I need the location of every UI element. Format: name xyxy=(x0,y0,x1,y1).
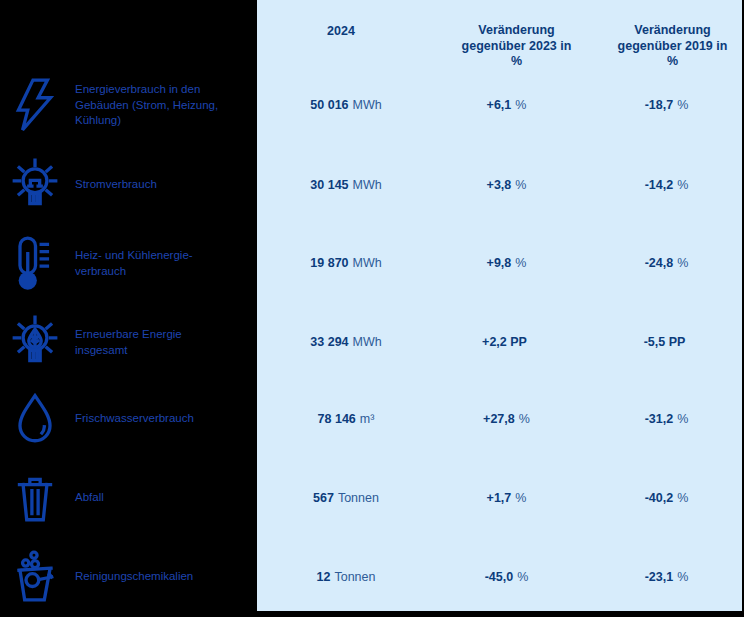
cleaning-bucket-icon xyxy=(6,548,64,606)
change-vs-2023: +9,8% xyxy=(429,256,584,270)
change-vs-2023: +2,2 PP xyxy=(429,335,584,349)
thermometer-icon xyxy=(6,234,64,292)
water-drop-icon xyxy=(6,390,64,448)
trash-can-icon xyxy=(6,469,64,527)
change-vs-2019: -18,7% xyxy=(589,98,744,112)
value-2024: 12Tonnen xyxy=(266,570,426,584)
change-vs-2023: -45,0% xyxy=(429,570,584,584)
table-row: Erneuerbare Energie insgesamt 33 294MWh … xyxy=(0,303,744,381)
lightning-bolt-icon xyxy=(6,76,64,134)
value-2024: 19 870MWh xyxy=(266,256,426,270)
value-2024: 78 146m³ xyxy=(266,412,426,426)
row-label: Erneuerbare Energie insgesamt xyxy=(75,327,227,358)
change-vs-2023: +6,1% xyxy=(429,98,584,112)
change-vs-2023: +1,7% xyxy=(429,491,584,505)
value-2024: 30 145MWh xyxy=(266,178,426,192)
column-header-change-2019: Veränderung gegenüber 2019 in % xyxy=(590,23,744,70)
header-line: 2024 xyxy=(261,24,421,40)
header-line: gegenüber 2023 in xyxy=(434,39,599,55)
change-vs-2019: -31,2% xyxy=(589,412,744,426)
row-label: Heiz- und Kühlenergie-verbrauch xyxy=(75,248,227,279)
eco-bulb-icon xyxy=(6,313,64,371)
table-row: Frischwasserverbrauch 78 146m³ +27,8% -3… xyxy=(0,380,744,458)
column-header-change-2023: Veränderung gegenüber 2023 in % xyxy=(434,23,599,70)
change-vs-2019: -40,2% xyxy=(589,491,744,505)
change-vs-2019: -5,5 PP xyxy=(589,335,744,349)
change-vs-2023: +3,8% xyxy=(429,178,584,192)
change-vs-2019: -23,1% xyxy=(589,570,744,584)
value-2024: 567Tonnen xyxy=(266,491,426,505)
header-line: Veränderung xyxy=(590,23,744,39)
value-unit: MWh xyxy=(353,98,382,112)
row-label: Frischwasserverbrauch xyxy=(75,411,227,427)
value-number: 50 016 xyxy=(310,98,348,112)
column-header-2024: 2024 xyxy=(261,24,421,40)
table-row: Heiz- und Kühlenergie-verbrauch 19 870MW… xyxy=(0,224,744,302)
value-2024: 33 294MWh xyxy=(266,335,426,349)
table-row: Energieverbrauch in den Gebäuden (Strom,… xyxy=(0,66,744,144)
row-label: Stromverbrauch xyxy=(75,177,227,193)
environmental-kpi-table: 2024 Veränderung gegenüber 2023 in % Ver… xyxy=(0,0,744,617)
change-vs-2019: -24,8% xyxy=(589,256,744,270)
table-row: Reinigungschemikalien 12Tonnen -45,0% -2… xyxy=(0,538,744,616)
change-vs-2023: +27,8% xyxy=(429,412,584,426)
row-label: Energieverbrauch in den Gebäuden (Strom,… xyxy=(75,82,227,129)
light-bulb-icon xyxy=(6,156,64,214)
table-row: Stromverbrauch 30 145MWh +3,8% -14,2% xyxy=(0,146,744,224)
row-label: Abfall xyxy=(75,490,227,506)
table-row: Abfall 567Tonnen +1,7% -40,2% xyxy=(0,459,744,537)
header-line: gegenüber 2019 in xyxy=(590,39,744,55)
change-vs-2019: -14,2% xyxy=(589,178,744,192)
row-label: Reinigungschemikalien xyxy=(75,569,227,585)
value-2024: 50 016 MWh xyxy=(266,98,426,112)
header-line: Veränderung xyxy=(434,23,599,39)
